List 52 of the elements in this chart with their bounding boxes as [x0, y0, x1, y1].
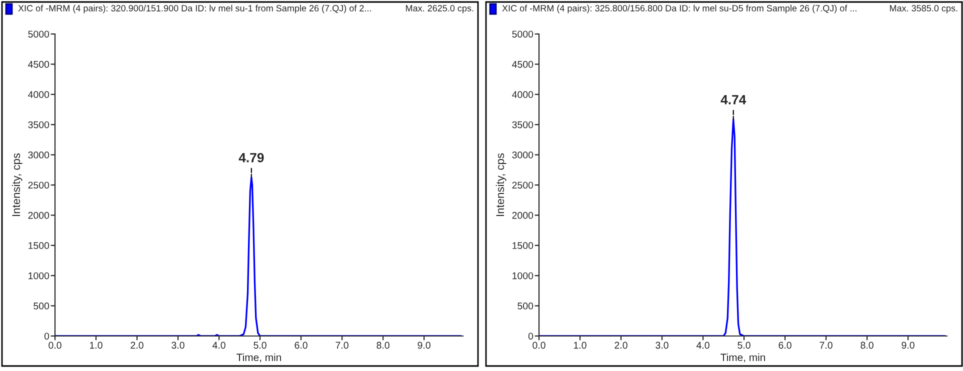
y-tick-label: 1000 — [28, 272, 50, 280]
x-tick-label: 7.0 — [336, 342, 348, 349]
chart-title: XIC of -MRM (4 pairs): 325.800/156.800 Da ID: lv mel su-D5 from Sample 26 (7.QJ) of ... — [502, 4, 856, 14]
x-tick-label: 3.0 — [656, 342, 668, 349]
y-tick-label: 5000 — [512, 30, 534, 38]
y-tick-label: 4500 — [28, 60, 50, 68]
annotation: 4.74 — [720, 95, 746, 104]
y-tick-label: 500 — [34, 302, 50, 310]
x-tick-label: 1.0 — [574, 342, 586, 349]
x-tick-label: 3.0 — [172, 342, 184, 349]
x-tick-label: 5.0 — [254, 342, 266, 349]
x-tick-label: 0.0 — [48, 342, 62, 349]
x-tick-label: 4.0 — [212, 342, 226, 349]
y-tick-label: 0 — [44, 332, 50, 340]
x-tick-label: 0.0 — [532, 342, 546, 349]
x-axis-title: Time, min — [236, 353, 281, 362]
x-tick-label: 6.0 — [294, 342, 308, 349]
x-tick-label: 7.0 — [820, 342, 832, 349]
x-tick-label: 9.0 — [418, 342, 430, 349]
y-tick-label: 0 — [528, 332, 534, 340]
x-tick-label: 8.0 — [376, 342, 390, 349]
x-tick-label: 9.0 — [902, 342, 914, 349]
x-tick-label: 6.0 — [778, 342, 792, 349]
y-tick-label: 2000 — [28, 212, 50, 219]
chart-title: XIC of -MRM (4 pairs): 320.900/151.900 Da ID: lv mel su-1 from Sample 26 (7.QJ) of 2... — [18, 4, 371, 14]
y-tick-label: 4000 — [28, 91, 50, 98]
x-tick-label: 8.0 — [860, 342, 874, 349]
x-tick-label: 2.0 — [614, 342, 628, 349]
y-tick-label: 500 — [518, 302, 534, 310]
y-axis-title: Intensity, cps — [12, 153, 22, 216]
x-tick-label: 1.0 — [90, 342, 102, 349]
y-tick-label: 3500 — [28, 121, 50, 128]
x-axis-title: Time, min — [720, 353, 765, 362]
x-tick-label: 2.0 — [130, 342, 144, 349]
y-tick-label: 3000 — [28, 152, 50, 158]
y-tick-label: 1500 — [512, 242, 534, 250]
y-tick-label: 1000 — [512, 272, 534, 280]
text: Max. 3585.0 cps. — [890, 5, 958, 14]
y-tick-label: 2500 — [28, 182, 50, 189]
text: Max. 2625.0 cps. — [406, 5, 474, 14]
y-tick-label: 2500 — [512, 182, 534, 189]
y-tick-label: 2000 — [512, 212, 534, 219]
y-tick-label: 4000 — [512, 91, 534, 98]
y-tick-label: 3500 — [512, 121, 534, 128]
y-tick-label: 1500 — [28, 242, 50, 250]
x-tick-label: 5.0 — [738, 342, 750, 349]
x-tick-label: 4.0 — [696, 342, 710, 349]
y-axis-title: Intensity, cps — [496, 153, 506, 216]
y-tick-label: 3000 — [512, 152, 534, 158]
y-tick-label: 5000 — [28, 30, 50, 38]
y-tick-label: 4500 — [512, 60, 534, 68]
annotation: 4.79 — [238, 153, 264, 162]
